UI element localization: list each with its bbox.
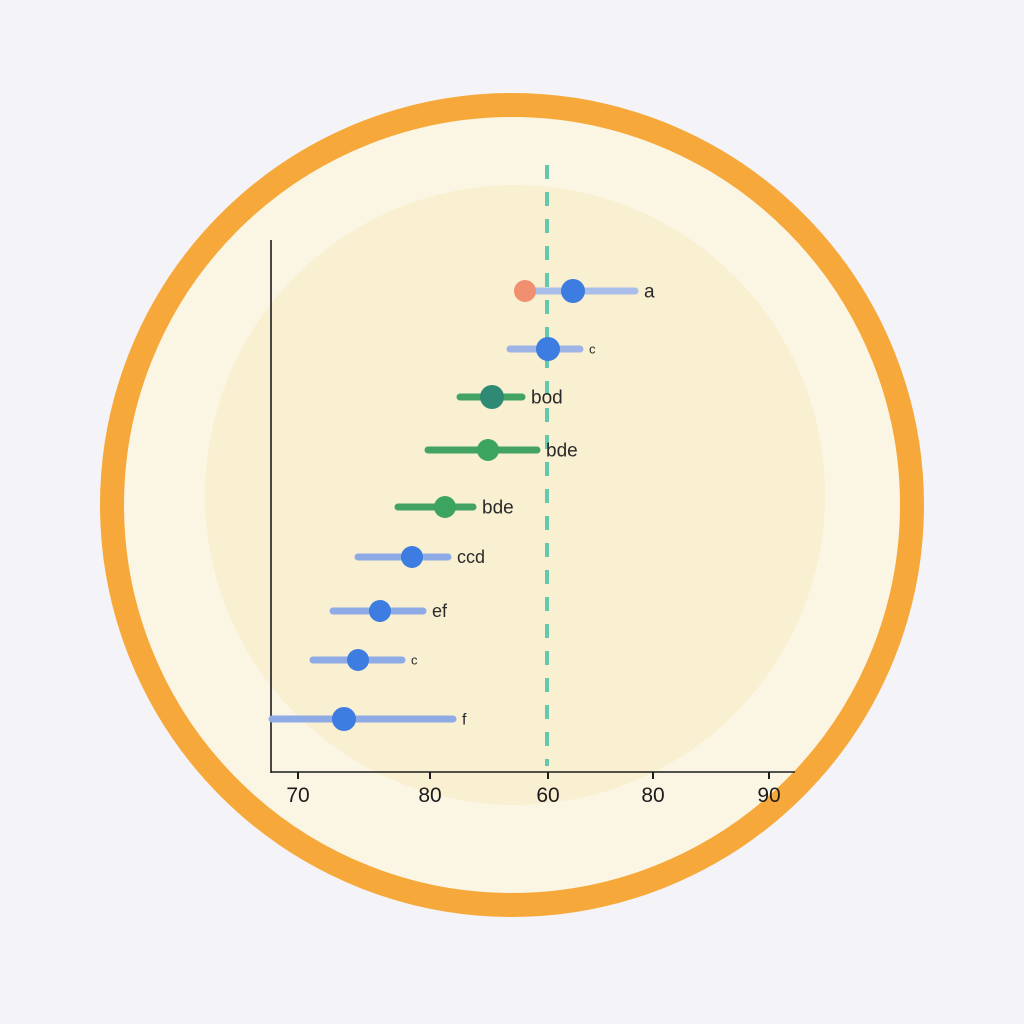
data-point [536,337,560,361]
x-tick-label: 60 [536,784,559,807]
row-label: c [411,652,418,667]
row-label: f [462,711,467,728]
x-tick-label: 70 [286,784,309,807]
data-point [434,496,456,518]
x-tick-label: 90 [757,784,780,807]
data-point [332,707,356,731]
x-tick-label: 80 [418,784,441,807]
data-point [347,649,369,671]
row-label: bde [546,440,578,461]
data-point [401,546,423,568]
data-point [480,385,504,409]
row-label: bod [531,387,563,408]
data-point [561,279,585,303]
data-point [369,600,391,622]
row-label: ccd [457,547,485,567]
data-point [477,439,499,461]
row-label: a [644,281,655,302]
row-label: ef [432,601,448,621]
row-label: bde [482,497,514,518]
row-label: c [589,341,596,356]
x-tick-label: 80 [641,784,664,807]
salmon-point [514,280,536,302]
